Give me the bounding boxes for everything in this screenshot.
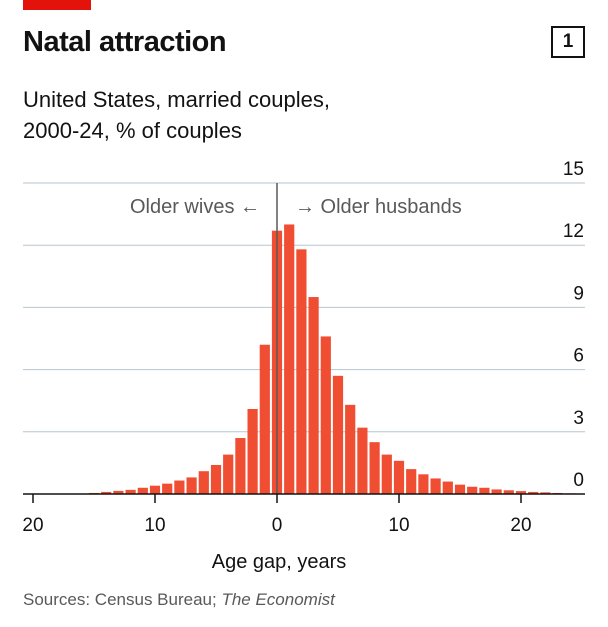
sources-text: Sources: Census Bureau;	[23, 590, 222, 609]
sources-publisher: The Economist	[221, 590, 335, 609]
histogram-bar	[406, 469, 417, 494]
histogram-bar	[393, 460, 405, 494]
y-tick-label: 3	[573, 408, 584, 429]
y-tick-label: 0	[573, 470, 584, 491]
histogram-bar	[247, 408, 258, 494]
histogram-bar	[308, 297, 319, 494]
histogram-bar	[113, 490, 124, 494]
chart-subtitle: United States, married couples, 2000-24,…	[23, 84, 443, 146]
histogram-bar	[137, 487, 148, 494]
histogram-bar	[454, 484, 466, 494]
x-axis-title: Age gap, years	[212, 551, 347, 573]
histogram-bar	[332, 375, 344, 494]
chart-number-badge: 1	[551, 26, 585, 58]
histogram-bar	[418, 474, 429, 494]
y-tick-label: 9	[573, 283, 584, 304]
histogram-bar	[223, 454, 234, 494]
sources-note: Sources: Census Bureau; The Economist	[23, 590, 335, 610]
histogram-bar	[101, 491, 112, 494]
brand-tag	[23, 0, 91, 10]
histogram-bar	[149, 485, 161, 494]
histogram-bar	[479, 487, 490, 494]
y-tick-label: 12	[563, 221, 584, 242]
x-tick-label: 0	[272, 515, 283, 536]
subtitle-line-1: United States, married couples,	[23, 87, 330, 112]
older-wives-label: Older wives ←	[130, 196, 260, 218]
x-tick-label: 10	[144, 515, 165, 536]
y-tick-label: 6	[573, 346, 584, 367]
histogram-bar	[174, 480, 185, 494]
histogram-bar	[210, 464, 222, 494]
x-tick-label: 20	[510, 515, 531, 536]
histogram-bar	[369, 442, 380, 494]
x-tick-label: 10	[388, 515, 409, 536]
older-husbands-label: → Older husbands	[295, 196, 462, 218]
histogram-bar	[467, 486, 478, 494]
histogram-bar	[125, 489, 136, 494]
histogram-bar	[162, 483, 173, 494]
histogram-bar	[430, 478, 441, 494]
histogram-bar	[186, 477, 197, 494]
chart-title: Natal attraction	[23, 26, 227, 58]
histogram-bar	[381, 454, 392, 494]
histogram-bar	[540, 492, 551, 494]
x-tick-label: 20	[22, 515, 43, 536]
histogram-bar	[198, 471, 209, 494]
y-tick-label: 15	[563, 159, 584, 180]
histogram-bar	[515, 491, 527, 494]
histogram-bar	[528, 491, 539, 494]
histogram-bar	[235, 438, 246, 494]
histogram-bar	[503, 490, 514, 494]
histogram-bar	[491, 489, 502, 494]
histogram-bar	[320, 336, 331, 494]
histogram-bar	[296, 249, 307, 494]
histogram-bar	[345, 404, 356, 494]
histogram-bar	[442, 481, 453, 494]
histogram-bar	[259, 344, 270, 494]
histogram-bar	[284, 224, 295, 494]
subtitle-line-2: 2000-24, % of couples	[23, 118, 242, 143]
histogram-bar	[357, 427, 368, 494]
